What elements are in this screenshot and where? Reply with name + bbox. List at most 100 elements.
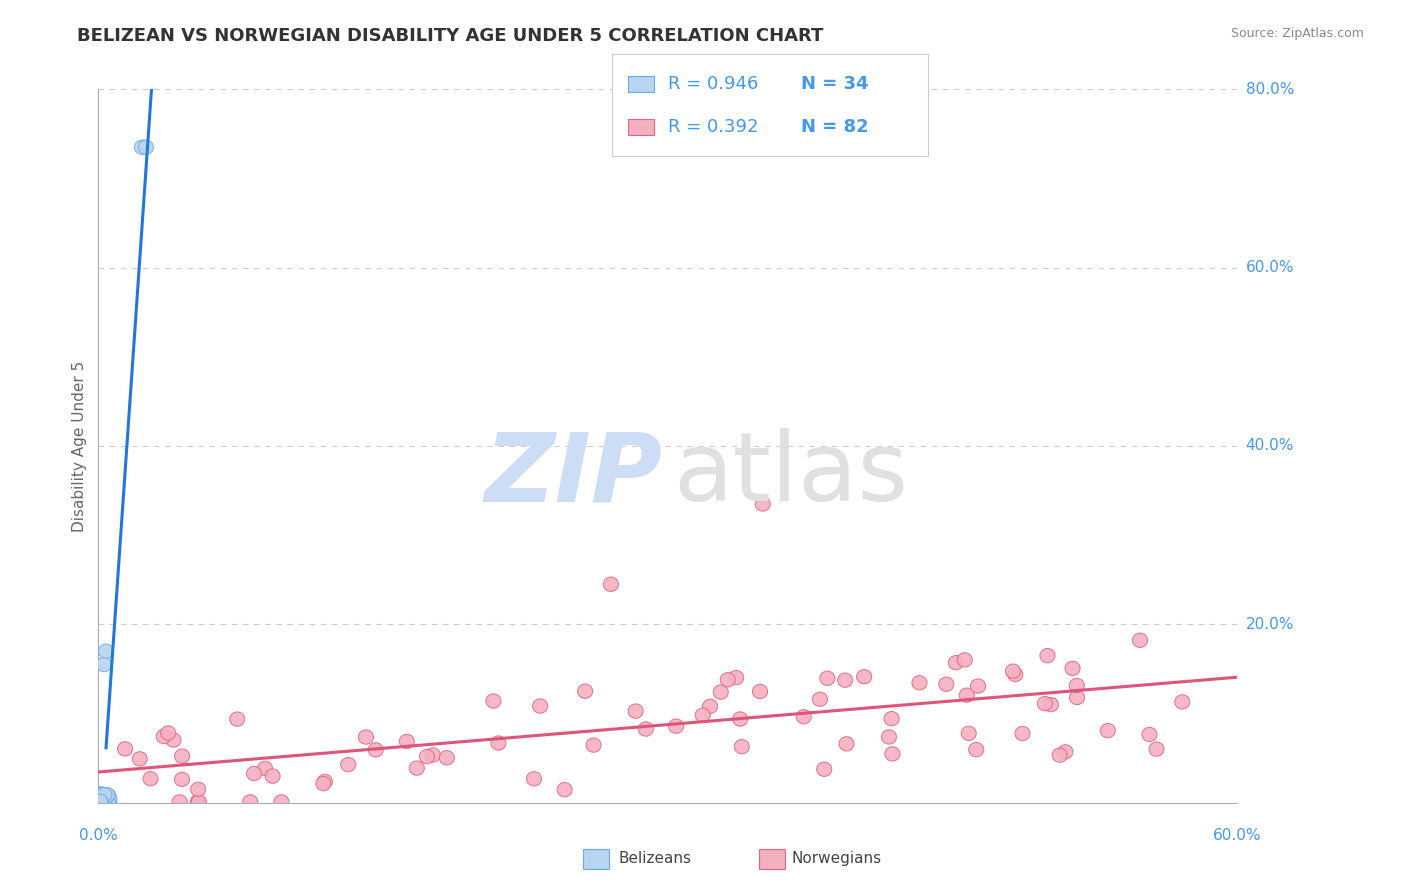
Ellipse shape [1008,667,1022,681]
Ellipse shape [948,656,963,670]
Ellipse shape [557,782,572,797]
Ellipse shape [820,671,835,685]
Ellipse shape [246,766,262,780]
Text: Source: ZipAtlas.com: Source: ZipAtlas.com [1230,27,1364,40]
Ellipse shape [409,761,425,775]
Ellipse shape [713,685,728,699]
Ellipse shape [100,790,114,805]
Ellipse shape [94,791,110,805]
Ellipse shape [586,738,602,752]
Ellipse shape [100,788,115,802]
Ellipse shape [720,673,735,687]
Ellipse shape [817,762,832,776]
Ellipse shape [266,769,280,783]
Ellipse shape [96,793,111,807]
Ellipse shape [638,722,654,736]
Ellipse shape [191,782,205,797]
Ellipse shape [94,787,110,801]
Ellipse shape [93,795,108,809]
Ellipse shape [970,679,986,693]
Ellipse shape [359,730,374,744]
Ellipse shape [229,712,245,726]
Ellipse shape [1040,648,1054,663]
Ellipse shape [96,789,110,803]
Ellipse shape [419,749,434,764]
Ellipse shape [755,497,770,511]
Ellipse shape [91,796,107,810]
Ellipse shape [728,671,744,685]
Ellipse shape [1043,698,1059,712]
Ellipse shape [957,653,973,667]
Ellipse shape [1175,695,1189,709]
Ellipse shape [174,749,190,764]
Text: 60.0%: 60.0% [1246,260,1294,275]
Ellipse shape [143,772,157,786]
Ellipse shape [100,795,115,809]
Ellipse shape [191,795,207,809]
Ellipse shape [912,675,927,690]
Ellipse shape [93,794,108,808]
Ellipse shape [97,789,112,804]
Ellipse shape [752,684,768,698]
Text: ZIP: ZIP [484,428,662,521]
Ellipse shape [959,688,974,702]
Ellipse shape [316,776,330,791]
Ellipse shape [97,794,112,808]
Ellipse shape [93,796,108,810]
Ellipse shape [97,788,112,802]
Ellipse shape [1005,664,1021,678]
Ellipse shape [439,751,454,765]
Ellipse shape [1142,727,1157,741]
Ellipse shape [97,657,111,672]
Ellipse shape [939,677,953,691]
Ellipse shape [884,747,900,761]
Ellipse shape [274,795,290,809]
Text: R = 0.392: R = 0.392 [668,119,758,136]
Ellipse shape [1052,748,1067,763]
Ellipse shape [101,792,117,806]
Ellipse shape [93,788,108,802]
Text: 80.0%: 80.0% [1246,82,1294,96]
Ellipse shape [969,742,984,756]
Ellipse shape [1069,678,1084,693]
Ellipse shape [156,730,172,744]
Text: 0.0%: 0.0% [79,828,118,843]
Ellipse shape [703,699,717,714]
Ellipse shape [96,790,110,805]
Ellipse shape [882,730,897,744]
Ellipse shape [491,736,506,750]
Ellipse shape [135,140,149,154]
Ellipse shape [138,140,153,154]
Ellipse shape [93,787,108,802]
Ellipse shape [399,734,415,748]
Text: N = 82: N = 82 [801,119,869,136]
Ellipse shape [1132,633,1147,648]
Ellipse shape [101,795,117,810]
Ellipse shape [243,795,257,809]
Text: 20.0%: 20.0% [1246,617,1294,632]
Ellipse shape [733,712,748,726]
Ellipse shape [160,726,176,740]
Ellipse shape [1070,690,1084,705]
Ellipse shape [1101,723,1115,738]
Ellipse shape [368,743,384,757]
Text: BELIZEAN VS NORWEGIAN DISABILITY AGE UNDER 5 CORRELATION CHART: BELIZEAN VS NORWEGIAN DISABILITY AGE UND… [77,27,824,45]
Ellipse shape [98,790,112,805]
Ellipse shape [839,737,853,751]
Ellipse shape [174,772,190,787]
Ellipse shape [93,794,108,808]
Ellipse shape [884,712,900,726]
Ellipse shape [962,726,976,740]
Ellipse shape [838,673,852,688]
Ellipse shape [1057,745,1073,759]
Ellipse shape [813,692,828,706]
Ellipse shape [257,761,273,776]
Ellipse shape [796,709,811,724]
Ellipse shape [91,787,107,801]
Text: Belizeans: Belizeans [619,851,692,865]
Ellipse shape [603,577,619,591]
Ellipse shape [340,757,356,772]
Text: 60.0%: 60.0% [1213,828,1261,843]
Ellipse shape [98,795,114,809]
Ellipse shape [1149,742,1164,756]
